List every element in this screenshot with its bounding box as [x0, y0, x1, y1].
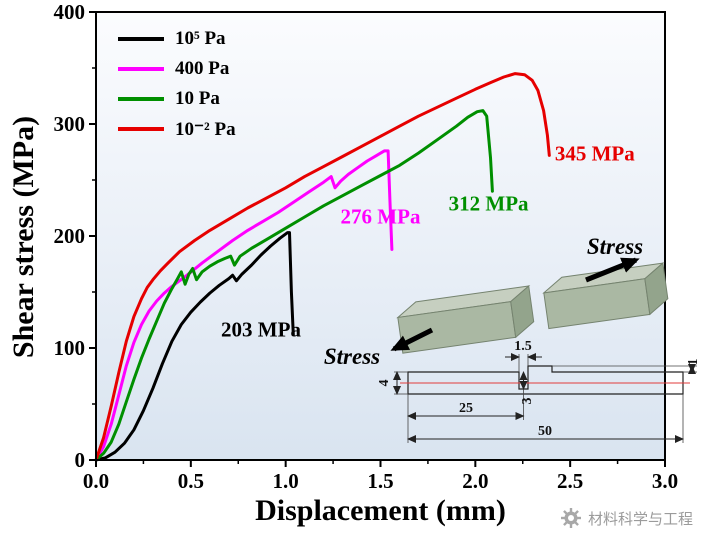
- x-tick-label: 0.0: [83, 469, 109, 493]
- legend-item-10pa: 10 Pa: [118, 84, 236, 114]
- peak-annotation-green: 312 MPa: [448, 191, 529, 216]
- specimen-drawing: 4 1.5 3 1 25 50: [377, 339, 701, 443]
- stress-label-upper: Stress: [587, 234, 643, 259]
- specimen-3d-blocks: [396, 262, 669, 354]
- specimen-inset: Stress Stress: [324, 234, 701, 443]
- legend: 10⁵ Pa 400 Pa 10 Pa 10⁻² Pa: [118, 24, 236, 144]
- peak-annotation-magenta: 276 MPa: [340, 204, 421, 229]
- legend-label: 400 Pa: [175, 58, 230, 79]
- y-tick-label: 100: [54, 336, 86, 360]
- legend-label: 10⁵ Pa: [175, 28, 226, 49]
- y-axis-title: Shear stress (MPa): [7, 115, 40, 359]
- legend-item-1e-2pa: 10⁻² Pa: [118, 114, 236, 144]
- series-line-3: [94, 72, 551, 462]
- gear-logo-icon: [560, 508, 581, 528]
- series-line-2: [94, 109, 494, 462]
- y-tick-label: 200: [54, 224, 86, 248]
- dim-ligament: 1: [686, 359, 701, 366]
- stress-arrow-lower: [390, 327, 434, 352]
- x-tick-label: 2.0: [462, 469, 488, 493]
- y-tick-label: 400: [54, 0, 86, 24]
- watermark: 材料科学与工程: [559, 506, 693, 530]
- x-tick-label: 0.5: [178, 469, 204, 493]
- legend-label: 10⁻² Pa: [175, 118, 236, 140]
- legend-item-1e5pa: 10⁵ Pa: [118, 24, 236, 54]
- y-tick-label: 300: [54, 112, 86, 136]
- right-block-side-face: [644, 262, 669, 316]
- dim-half-length: 25: [459, 401, 473, 416]
- series-line-1: [94, 149, 394, 462]
- stress-arrow-upper: [585, 257, 640, 283]
- x-tick-label: 1.0: [273, 469, 299, 493]
- legend-item-400pa: 400 Pa: [118, 54, 236, 84]
- x-axis-title: Displacement (mm): [255, 494, 506, 527]
- legend-line-swatch: [118, 97, 164, 101]
- dim-height: 4: [377, 380, 392, 387]
- dim-notch-width: 1.5: [514, 339, 532, 354]
- legend-line-swatch: [118, 37, 164, 41]
- plot-area: 0.0 0.5 1.0 1.5 2.0 2.5 3.0 0 100 200 300 400: [54, 0, 679, 493]
- x-tick-label: 3.0: [652, 469, 678, 493]
- watermark-text: 材料科学与工程: [587, 510, 693, 528]
- plot-background: [96, 12, 665, 460]
- legend-line-swatch: [118, 127, 164, 131]
- series-line-0: [94, 231, 295, 462]
- peak-annotation-black: 203 MPa: [221, 317, 301, 342]
- dim-notch-depth: 3: [520, 398, 535, 405]
- y-tick-label: 0: [75, 448, 86, 472]
- x-tick-label: 2.5: [557, 469, 583, 493]
- stress-label-lower: Stress: [324, 344, 380, 369]
- left-block-side-face: [510, 284, 535, 339]
- peak-annotation-red: 345 MPa: [554, 141, 635, 166]
- x-tick-label: 1.5: [367, 469, 393, 493]
- legend-label: 10 Pa: [175, 88, 220, 109]
- dim-length: 50: [538, 424, 552, 439]
- legend-line-swatch: [118, 67, 164, 71]
